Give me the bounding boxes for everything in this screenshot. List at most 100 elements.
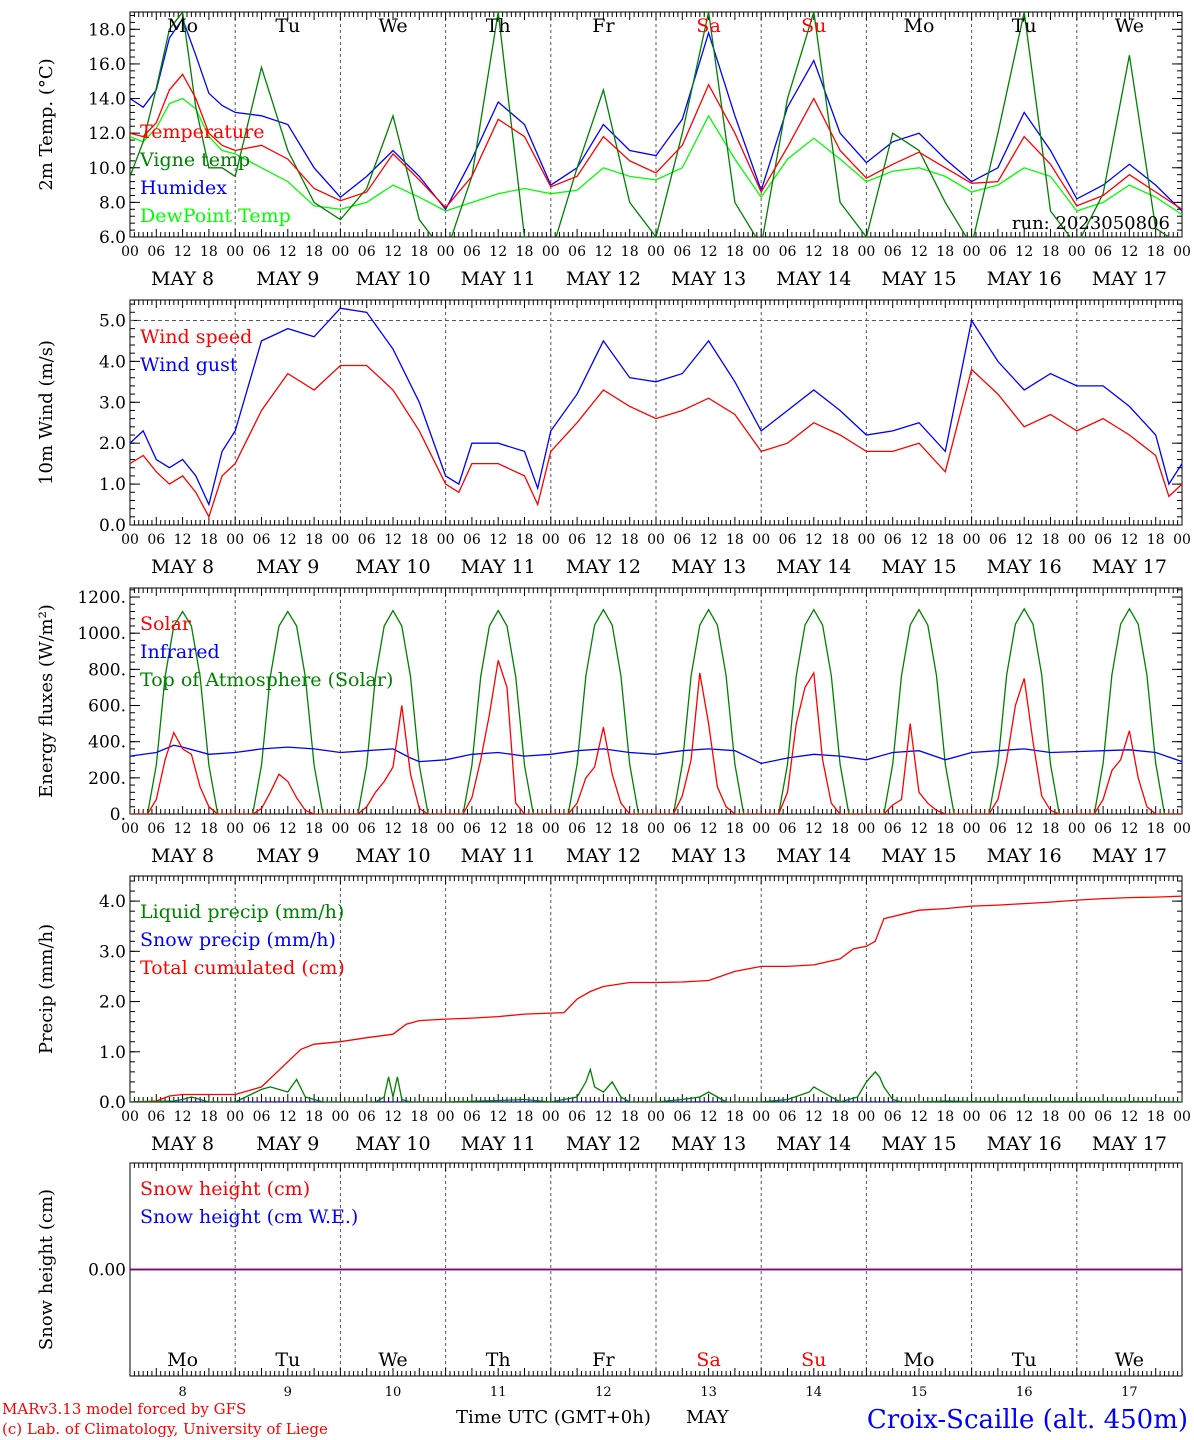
hour-label: 00 <box>542 1109 560 1125</box>
hour-label: 06 <box>358 1109 376 1125</box>
weekday-label: Su <box>801 15 826 37</box>
hour-label: 18 <box>200 821 218 837</box>
legend-entry: Infrared <box>140 641 220 663</box>
y-tick-label: 2.0 <box>99 993 126 1013</box>
hour-label: 18 <box>305 244 323 260</box>
y-tick-label: 12.0 <box>88 124 126 144</box>
date-label: MAY 14 <box>776 268 851 290</box>
y-axis-label: 10m Wind (m/s) <box>36 340 57 485</box>
weekday-label: Tu <box>1012 15 1037 37</box>
hour-label: 06 <box>253 532 271 548</box>
y-tick-label: 3.0 <box>99 942 126 962</box>
hour-label: 18 <box>831 532 849 548</box>
date-label: MAY 11 <box>461 268 536 290</box>
date-label: MAY 9 <box>256 1133 319 1155</box>
y-tick-label: 0.00 <box>88 1261 126 1281</box>
hour-label: 12 <box>594 532 612 548</box>
date-label: MAY 14 <box>776 845 851 867</box>
hour-label: 00 <box>1173 821 1191 837</box>
y-tick-label: 4.0 <box>99 352 126 372</box>
hour-label: 00 <box>121 821 139 837</box>
hour-label: 06 <box>568 1109 586 1125</box>
hour-label: 18 <box>726 532 744 548</box>
hour-label: 06 <box>989 244 1007 260</box>
date-label: MAY 10 <box>355 845 430 867</box>
hour-label: 12 <box>700 532 718 548</box>
hour-label: 12 <box>1015 532 1033 548</box>
hour-label: 00 <box>752 821 770 837</box>
hour-label: 12 <box>594 244 612 260</box>
hour-label: 18 <box>726 1109 744 1125</box>
hour-label: 00 <box>963 1109 981 1125</box>
hour-label: 00 <box>647 244 665 260</box>
hour-label: 18 <box>516 821 534 837</box>
y-tick-label: 600. <box>88 697 126 717</box>
hour-label: 00 <box>752 532 770 548</box>
hour-label: 06 <box>673 821 691 837</box>
hour-label: 18 <box>1147 821 1165 837</box>
hour-label: 00 <box>857 532 875 548</box>
day-number-label: 8 <box>178 1385 186 1400</box>
hour-label: 00 <box>437 532 455 548</box>
hour-label: 18 <box>831 244 849 260</box>
day-number-label: 16 <box>1016 1385 1033 1400</box>
date-label: MAY 8 <box>151 268 214 290</box>
hour-label: 18 <box>726 244 744 260</box>
legend-entry: DewPoint Temp <box>140 205 291 227</box>
hour-label: 18 <box>410 532 428 548</box>
hour-label: 18 <box>936 532 954 548</box>
hour-label: 00 <box>752 1109 770 1125</box>
credit-line-1: MARv3.13 model forced by GFS <box>2 1400 246 1418</box>
run-label: run: 2023050806 <box>1012 213 1170 234</box>
y-tick-label: 3.0 <box>99 393 126 413</box>
hour-label: 18 <box>200 1109 218 1125</box>
series-line-red <box>130 73 1182 210</box>
hour-label: 06 <box>463 821 481 837</box>
hour-label: 00 <box>1068 1109 1086 1125</box>
hour-label: 18 <box>200 532 218 548</box>
legend-entry: Snow precip (mm/h) <box>140 929 336 951</box>
date-label: MAY 15 <box>881 556 956 578</box>
hour-label: 06 <box>358 532 376 548</box>
series-line-blue <box>130 744 1182 765</box>
hour-label: 18 <box>305 821 323 837</box>
hour-label: 18 <box>831 821 849 837</box>
hour-label: 18 <box>936 244 954 260</box>
date-label: MAY 9 <box>256 268 319 290</box>
hour-label: 00 <box>963 532 981 548</box>
hour-label: 12 <box>489 1109 507 1125</box>
date-label: MAY 9 <box>256 845 319 867</box>
weekday-label: Su <box>801 1349 826 1371</box>
hour-label: 00 <box>1068 244 1086 260</box>
y-tick-label: 14.0 <box>88 90 126 110</box>
date-label: MAY 15 <box>881 1133 956 1155</box>
date-label: MAY 11 <box>461 1133 536 1155</box>
panel-temperature: 6.0 8.0 10.0 12.0 14.0 16.0 18.0 2m Temp. (°C) T… <box>36 11 1191 290</box>
weekday-label: Mo <box>167 1349 198 1371</box>
hour-label: 00 <box>542 244 560 260</box>
hour-label: 06 <box>253 821 271 837</box>
date-label: MAY 12 <box>566 1133 641 1155</box>
hour-label: 12 <box>910 821 928 837</box>
hour-label: 06 <box>884 1109 902 1125</box>
hour-label: 12 <box>384 821 402 837</box>
weekday-label: Fr <box>592 15 615 37</box>
hour-label: 00 <box>963 244 981 260</box>
hour-label: 06 <box>779 821 797 837</box>
date-label: MAY 15 <box>881 268 956 290</box>
hour-label: 12 <box>805 532 823 548</box>
plot-frame <box>129 299 1183 526</box>
hour-label: 06 <box>463 1109 481 1125</box>
meteogram-panels: 6.0 8.0 10.0 12.0 14.0 16.0 18.0 2m Temp. (°C) T… <box>36 11 1191 1400</box>
hour-label: 18 <box>1147 532 1165 548</box>
hour-label: 06 <box>1094 1109 1112 1125</box>
y-axis-label: Precip (mm/h) <box>36 924 57 1054</box>
hour-label: 18 <box>1042 821 1060 837</box>
hour-label: 18 <box>410 1109 428 1125</box>
hour-label: 12 <box>700 1109 718 1125</box>
hour-label: 12 <box>700 821 718 837</box>
hour-label: 18 <box>1147 244 1165 260</box>
panel-energy: 0. 200. 400. 600. 800. 1000. 1200. Energy fluxe… <box>36 587 1191 867</box>
hour-label: 06 <box>358 244 376 260</box>
hour-label: 06 <box>989 821 1007 837</box>
